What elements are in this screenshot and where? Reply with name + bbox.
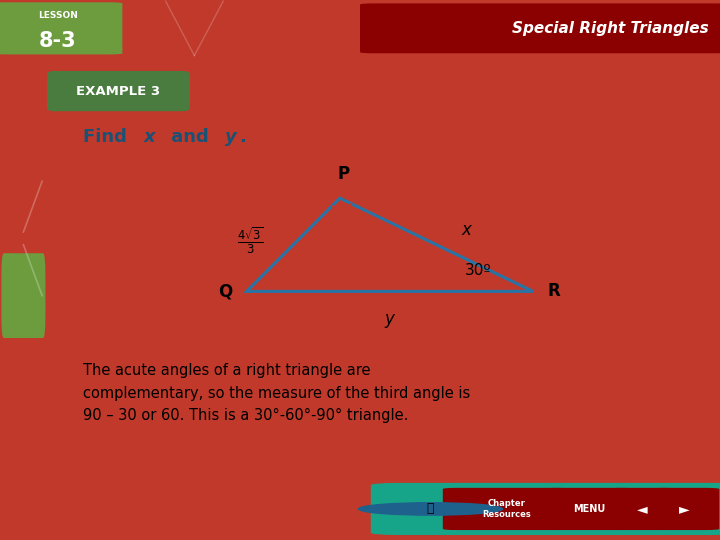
FancyBboxPatch shape: [608, 488, 677, 530]
Text: MENU: MENU: [573, 504, 605, 514]
Text: Q: Q: [218, 282, 233, 300]
FancyBboxPatch shape: [371, 483, 720, 535]
Text: Special Right Triangles: Special Right Triangles: [513, 21, 709, 36]
FancyBboxPatch shape: [544, 488, 634, 530]
Text: R: R: [548, 282, 561, 300]
Text: x: x: [462, 221, 472, 239]
FancyBboxPatch shape: [1, 253, 45, 338]
Text: $\frac{4\sqrt{3}}{3}$: $\frac{4\sqrt{3}}{3}$: [237, 225, 264, 256]
Text: The acute angles of a right triangle are
complementary, so the measure of the th: The acute angles of a right triangle are…: [84, 363, 471, 423]
FancyBboxPatch shape: [0, 2, 122, 55]
FancyBboxPatch shape: [651, 488, 719, 530]
Text: EXAMPLE 3: EXAMPLE 3: [76, 85, 160, 98]
Text: y: y: [225, 127, 237, 146]
Text: 30º: 30º: [465, 262, 492, 278]
Text: and: and: [166, 127, 215, 146]
FancyBboxPatch shape: [47, 71, 190, 111]
Text: Find: Find: [84, 127, 133, 146]
Text: Chapter
Resources: Chapter Resources: [482, 500, 531, 518]
Text: ◄: ◄: [637, 502, 647, 516]
Text: .: .: [239, 127, 246, 146]
Text: LESSON: LESSON: [37, 11, 78, 21]
Text: P: P: [337, 165, 349, 183]
Text: y: y: [385, 310, 395, 328]
FancyBboxPatch shape: [360, 3, 720, 53]
Text: 8-3: 8-3: [39, 31, 76, 51]
FancyBboxPatch shape: [443, 488, 569, 530]
Text: 🌍: 🌍: [427, 502, 434, 516]
Text: ►: ►: [680, 502, 690, 516]
Circle shape: [359, 503, 503, 515]
Text: Find Lengths in a 30°-60°-90° Triangle: Find Lengths in a 30°-60°-90° Triangle: [197, 84, 512, 99]
Text: x: x: [143, 127, 155, 146]
